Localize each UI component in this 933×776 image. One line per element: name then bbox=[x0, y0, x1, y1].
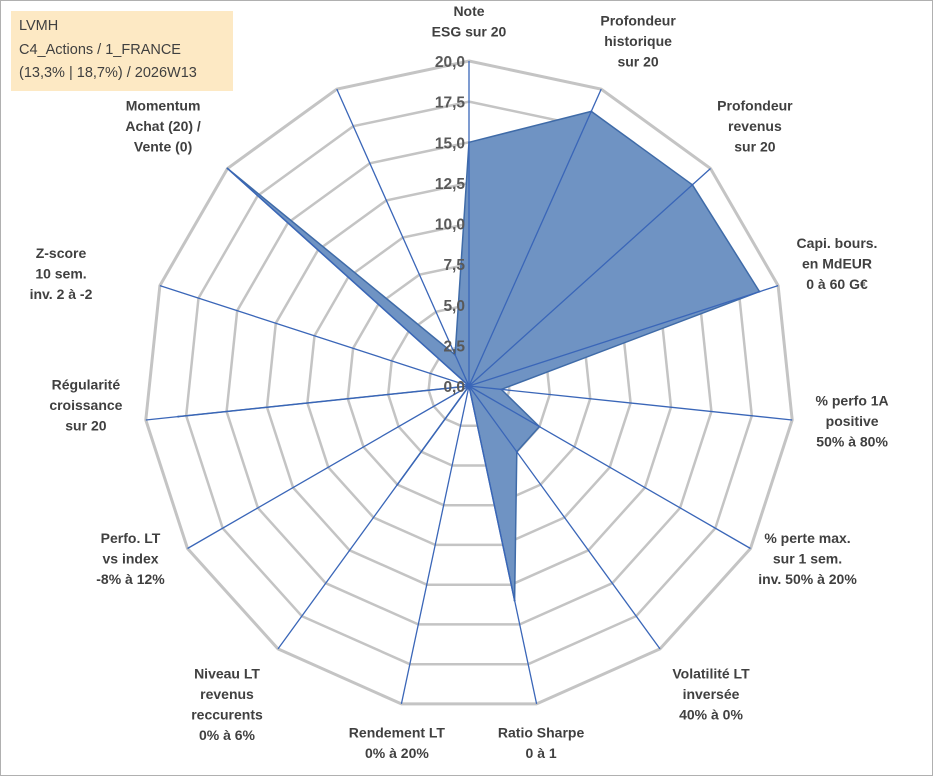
category-label: Momentum Achat (20) / Vente (0) bbox=[125, 97, 201, 154]
category-label-line: croissance bbox=[49, 397, 122, 413]
category-label: Rendement LT 0% à 20% bbox=[349, 724, 446, 761]
axis-spoke bbox=[336, 88, 470, 387]
axis-spoke bbox=[468, 385, 793, 421]
category-label-line: sur 1 sem. bbox=[773, 550, 842, 566]
axis-spoke bbox=[227, 168, 470, 387]
category-label-line: Momentum bbox=[126, 97, 201, 113]
tick-label: 7,5 bbox=[443, 257, 465, 274]
category-label: Profondeur revenus sur 20 bbox=[717, 97, 793, 154]
category-label-line: 50% à 80% bbox=[816, 434, 888, 450]
axis-spoke bbox=[468, 284, 779, 387]
category-label-line: 40% à 0% bbox=[679, 707, 743, 723]
tick-label: 10,0 bbox=[435, 217, 465, 234]
category-label-line: Vente (0) bbox=[134, 138, 192, 154]
tick-label: 0,0 bbox=[443, 379, 465, 396]
category-label-line: Z-score bbox=[36, 245, 87, 261]
category-label-line: Rendement LT bbox=[349, 724, 446, 740]
axis-spoke bbox=[468, 385, 661, 650]
category-label-line: Achat (20) / bbox=[125, 118, 201, 134]
axis-spoke bbox=[468, 88, 602, 387]
category-label: Profondeur historique sur 20 bbox=[600, 13, 676, 70]
category-label: Volatilité LT inversée 40% à 0% bbox=[672, 666, 750, 723]
category-label-line: positive bbox=[826, 413, 879, 429]
category-label-line: Régularité bbox=[52, 377, 121, 393]
category-label-line: en MdEUR bbox=[802, 256, 872, 272]
category-label-line: Volatilité LT bbox=[672, 666, 750, 682]
category-label-line: Niveau LT bbox=[194, 666, 260, 682]
category-label-line: Perfo. LT bbox=[101, 530, 161, 546]
tick-label: 20,0 bbox=[435, 54, 465, 71]
category-label-line: Note bbox=[453, 3, 484, 19]
axis-spoke bbox=[468, 385, 538, 705]
grid-ring bbox=[144, 59, 794, 706]
category-label-line: Profondeur bbox=[717, 97, 793, 113]
category-label: Niveau LT revenus reccurents 0% à 6% bbox=[191, 666, 263, 744]
category-label: Note ESG sur 20 bbox=[432, 3, 507, 40]
category-label-line: historique bbox=[604, 33, 672, 49]
category-label-line: Ratio Sharpe bbox=[498, 724, 585, 740]
info-box: LVMH C4_Actions / 1_FRANCE (13,3% | 18,7… bbox=[11, 11, 233, 91]
category-label-line: inversée bbox=[683, 686, 740, 702]
category-label-line: Profondeur bbox=[600, 13, 676, 29]
info-period: (13,3% | 18,7%) / 2026W13 bbox=[19, 65, 197, 81]
category-label: % perfo 1A positive 50% à 80% bbox=[816, 393, 889, 450]
tick-label: 5,0 bbox=[443, 298, 465, 315]
category-label: Capi. bours. en MdEUR 0 à 60 G€ bbox=[797, 235, 878, 292]
category-label-line: 0 à 1 bbox=[526, 745, 557, 761]
category-label-line: inv. 2 à -2 bbox=[30, 286, 93, 302]
category-label: % perte max. sur 1 sem. inv. 50% à 20% bbox=[758, 530, 857, 587]
category-label-line: revenus bbox=[728, 118, 782, 134]
info-title: LVMH bbox=[19, 18, 59, 34]
tick-label: 15,0 bbox=[435, 135, 465, 152]
category-label-line: 0% à 6% bbox=[199, 727, 256, 743]
axis-spoke bbox=[400, 385, 470, 705]
category-label-line: 0% à 20% bbox=[365, 745, 429, 761]
info-category: C4_Actions / 1_FRANCE bbox=[19, 42, 181, 58]
axis-spoke bbox=[468, 385, 751, 550]
category-label-line: vs index bbox=[102, 550, 158, 566]
tick-label: 12,5 bbox=[435, 176, 466, 193]
category-label: Régularité croissance sur 20 bbox=[49, 377, 122, 434]
category-label-line: % perfo 1A bbox=[816, 393, 889, 409]
category-label-line: sur 20 bbox=[65, 418, 106, 434]
axis-spoke bbox=[159, 284, 470, 387]
category-label-line: sur 20 bbox=[734, 138, 775, 154]
category-label-line: reccurents bbox=[191, 707, 263, 723]
category-label-line: revenus bbox=[200, 686, 254, 702]
category-label-line: 0 à 60 G€ bbox=[806, 276, 868, 292]
category-label-line: -8% à 12% bbox=[96, 571, 165, 587]
category-label: Ratio Sharpe 0 à 1 bbox=[498, 724, 585, 761]
category-label: Perfo. LT vs index -8% à 12% bbox=[96, 530, 165, 587]
category-label-line: sur 20 bbox=[617, 54, 658, 70]
category-label-line: % perte max. bbox=[764, 530, 850, 546]
category-label-line: 10 sem. bbox=[35, 266, 86, 282]
category-label-line: Capi. bours. bbox=[797, 235, 878, 251]
category-label: Z-score 10 sem. inv. 2 à -2 bbox=[30, 245, 93, 302]
axis-spoke bbox=[187, 385, 470, 550]
category-label-line: ESG sur 20 bbox=[432, 24, 507, 40]
category-label-line: inv. 50% à 20% bbox=[758, 571, 857, 587]
axis-spoke bbox=[145, 385, 470, 421]
tick-label: 2,5 bbox=[443, 338, 465, 355]
tick-label: 17,5 bbox=[435, 95, 466, 112]
axis-spoke bbox=[468, 168, 711, 387]
axis-spoke bbox=[277, 385, 470, 650]
